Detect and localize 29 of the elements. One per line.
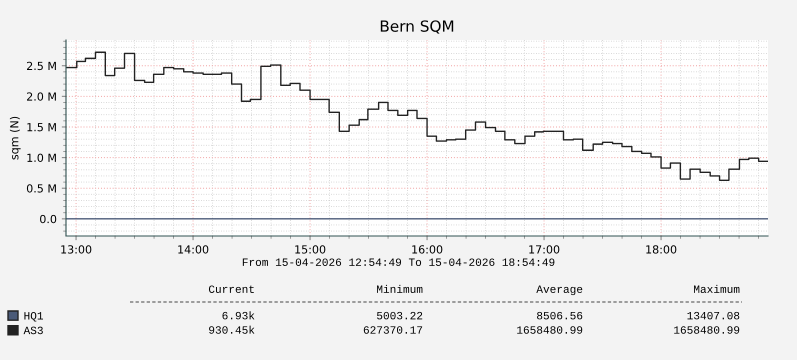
text: 1658480.99 — [674, 326, 740, 334]
x-tick-label: 17:00 — [529, 245, 560, 254]
y-axis-title: sqm (N) — [10, 116, 21, 160]
x-tick-label: 14:00 — [178, 245, 208, 254]
x-tick-label: 18:00 — [646, 245, 676, 254]
text: 930.45k — [209, 326, 254, 334]
y-tick-label: 1.5 M — [27, 123, 56, 132]
legend-label: HQ1 — [24, 312, 44, 322]
text: Average — [536, 286, 582, 296]
text: Minimum — [377, 284, 422, 293]
text: 1658480.99 — [517, 326, 582, 334]
y-tick-label: 2.5 M — [27, 62, 56, 70]
text: Maximum — [694, 284, 740, 293]
text: 5003.22 — [377, 312, 422, 320]
y-tick-label: 1.0 M — [27, 154, 56, 162]
y-tick-label: 0.0 — [40, 214, 56, 224]
chart-title: Bern SQM — [380, 20, 454, 34]
text: 627370.17 — [364, 326, 422, 334]
x-tick-label: 16:00 — [412, 245, 442, 254]
text: 6.93k — [222, 311, 254, 320]
text: 13407.08 — [687, 312, 740, 320]
y-tick-label: 0.5 M — [26, 184, 56, 193]
text: Current — [208, 285, 254, 293]
text: 8506.56 — [537, 312, 582, 320]
x-tick-label: 15:00 — [295, 245, 326, 254]
text: From 15-04-2026 12:54:49 To 15-04-2026 18:54:49 — [242, 258, 554, 266]
legend-label: AS3 — [24, 326, 43, 334]
y-tick-label: 2.0 M — [27, 92, 56, 101]
x-tick-label: 13:00 — [61, 245, 92, 254]
